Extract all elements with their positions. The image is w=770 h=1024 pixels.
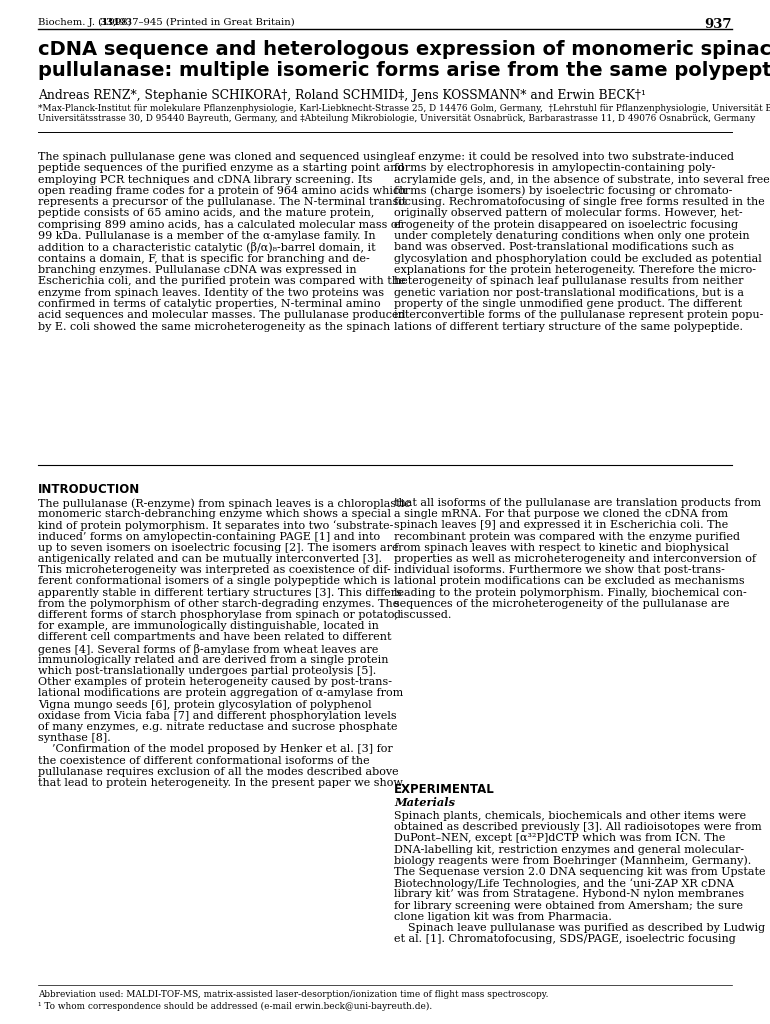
Text: under completely denaturing conditions when only one protein: under completely denaturing conditions w… [394,231,750,241]
Text: leaf enzyme: it could be resolved into two substrate-induced: leaf enzyme: it could be resolved into t… [394,152,734,162]
Text: Materials: Materials [394,797,455,808]
Text: band was observed. Post-translational modifications such as: band was observed. Post-translational mo… [394,243,734,252]
Text: pullulanase: multiple isomeric forms arise from the same polypeptide: pullulanase: multiple isomeric forms ari… [38,61,770,80]
Text: Vigna mungo seeds [6], protein glycosylation of polyphenol: Vigna mungo seeds [6], protein glycosyla… [38,699,372,710]
Text: leading to the protein polymorphism. Finally, biochemical con-: leading to the protein polymorphism. Fin… [394,588,747,598]
Text: The pullulanase (R-enzyme) from spinach leaves is a chloroplastic: The pullulanase (R-enzyme) from spinach … [38,498,410,509]
Text: up to seven isomers on isoelectric focusing [2]. The isomers are: up to seven isomers on isoelectric focus… [38,543,399,553]
Text: genetic variation nor post-translational modifications, but is a: genetic variation nor post-translational… [394,288,744,298]
Text: 331: 331 [99,18,120,27]
Text: kind of protein polymorphism. It separates into two ‘substrate-: kind of protein polymorphism. It separat… [38,520,393,531]
Text: focusing. Rechromatofocusing of single free forms resulted in the: focusing. Rechromatofocusing of single f… [394,198,765,207]
Text: acrylamide gels, and, in the absence of substrate, into several free: acrylamide gels, and, in the absence of … [394,175,770,184]
Text: properties as well as microheterogeneity and interconversion of: properties as well as microheterogeneity… [394,554,756,564]
Text: from the polymorphism of other starch-degrading enzymes. The: from the polymorphism of other starch-de… [38,599,400,609]
Text: 937: 937 [705,18,732,31]
Text: ¹ To whom correspondence should be addressed (e-mail erwin.beck@uni-bayreuth.de): ¹ To whom correspondence should be addre… [38,1002,432,1011]
Text: a single mRNA. For that purpose we cloned the cDNA from: a single mRNA. For that purpose we clone… [394,509,728,519]
Text: Biotechnology/Life Technologies, and the ‘uni-ZAP XR cDNA: Biotechnology/Life Technologies, and the… [394,879,734,889]
Text: induced’ forms on amylopectin-containing PAGE [1] and into: induced’ forms on amylopectin-containing… [38,531,380,542]
Text: which post-translationally undergoes partial proteolysis [5].: which post-translationally undergoes par… [38,666,377,676]
Text: peptide consists of 65 amino acids, and the mature protein,: peptide consists of 65 amino acids, and … [38,209,374,218]
Text: forms by electrophoresis in amylopectin-containing poly-: forms by electrophoresis in amylopectin-… [394,163,715,173]
Text: recombinant protein was compared with the enzyme purified: recombinant protein was compared with th… [394,531,740,542]
Text: genes [4]. Several forms of β-amylase from wheat leaves are: genes [4]. Several forms of β-amylase fr… [38,644,378,654]
Text: addition to a characteristic catalytic (β/α)₈-barrel domain, it: addition to a characteristic catalytic (… [38,243,376,253]
Text: the coexistence of different conformational isoforms of the: the coexistence of different conformatio… [38,756,370,766]
Text: apparently stable in different tertiary structures [3]. This differs: apparently stable in different tertiary … [38,588,402,598]
Text: spinach leaves [9] and expressed it in Escherichia coli. The: spinach leaves [9] and expressed it in E… [394,520,728,530]
Text: library kit’ was from Stratagene. Hybond-N nylon membranes: library kit’ was from Stratagene. Hybond… [394,890,744,899]
Text: pullulanase requires exclusion of all the modes described above: pullulanase requires exclusion of all th… [38,767,399,777]
Text: biology reagents were from Boehringer (Mannheim, Germany).: biology reagents were from Boehringer (M… [394,856,752,866]
Text: synthase [8].: synthase [8]. [38,733,111,743]
Text: of many enzymes, e.g. nitrate reductase and sucrose phosphate: of many enzymes, e.g. nitrate reductase … [38,722,397,732]
Text: from spinach leaves with respect to kinetic and biophysical: from spinach leaves with respect to kine… [394,543,729,553]
Text: confirmed in terms of catalytic properties, N-terminal amino: confirmed in terms of catalytic properti… [38,299,380,309]
Text: lational modifications are protein aggregation of α-amylase from: lational modifications are protein aggre… [38,688,403,698]
Text: individual isoforms. Furthermore we show that post-trans-: individual isoforms. Furthermore we show… [394,565,725,575]
Text: DNA-labelling kit, restriction enzymes and general molecular-: DNA-labelling kit, restriction enzymes a… [394,845,744,855]
Text: Andreas RENZ*, Stephanie SCHIKORA†, Roland SCHMID‡, Jens KOSSMANN* and Erwin BEC: Andreas RENZ*, Stephanie SCHIKORA†, Rola… [38,89,646,102]
Text: different forms of starch phosphorylase from spinach or potato,: different forms of starch phosphorylase … [38,610,398,620]
Text: represents a precursor of the pullulanase. The N-terminal transit: represents a precursor of the pullulanas… [38,198,407,207]
Text: for library screening were obtained from Amersham; the sure: for library screening were obtained from… [394,900,743,910]
Text: erogeneity of the protein disappeared on isoelectric focusing: erogeneity of the protein disappeared on… [394,220,738,229]
Text: The spinach pullulanase gene was cloned and sequenced using: The spinach pullulanase gene was cloned … [38,152,394,162]
Text: monomeric starch-debranching enzyme which shows a special: monomeric starch-debranching enzyme whic… [38,509,391,519]
Text: obtained as described previously [3]. All radioisotopes were from: obtained as described previously [3]. Al… [394,822,762,833]
Text: heterogeneity of spinach leaf pullulanase results from neither: heterogeneity of spinach leaf pullulanas… [394,276,744,287]
Text: employing PCR techniques and cDNA library screening. Its: employing PCR techniques and cDNA librar… [38,175,373,184]
Text: 99 kDa. Pullulanase is a member of the α-amylase family. In: 99 kDa. Pullulanase is a member of the α… [38,231,376,241]
Text: Abbreviation used: MALDI-TOF-MS, matrix-assisted laser-desorption/ionization tim: Abbreviation used: MALDI-TOF-MS, matrix-… [38,990,548,999]
Text: Spinach plants, chemicals, biochemicals and other items were: Spinach plants, chemicals, biochemicals … [394,811,746,821]
Text: glycosylation and phosphorylation could be excluded as potential: glycosylation and phosphorylation could … [394,254,762,264]
Text: property of the single unmodified gene product. The different: property of the single unmodified gene p… [394,299,742,309]
Text: The Sequenase version 2.0 DNA sequencing kit was from Upstate: The Sequenase version 2.0 DNA sequencing… [394,867,765,877]
Text: peptide sequences of the purified enzyme as a starting point and: peptide sequences of the purified enzyme… [38,163,404,173]
Text: et al. [1]. Chromatofocusing, SDS/PAGE, isoelectric focusing: et al. [1]. Chromatofocusing, SDS/PAGE, … [394,934,736,944]
Text: comprising 899 amino acids, has a calculated molecular mass of: comprising 899 amino acids, has a calcul… [38,220,402,229]
Text: INTRODUCTION: INTRODUCTION [38,483,140,496]
Text: explanations for the protein heterogeneity. Therefore the micro-: explanations for the protein heterogenei… [394,265,756,275]
Text: antigenically related and can be mutually interconverted [3].: antigenically related and can be mutuall… [38,554,382,564]
Text: originally observed pattern of molecular forms. However, het-: originally observed pattern of molecular… [394,209,742,218]
Text: ’Confirmation of the model proposed by Henker et al. [3] for: ’Confirmation of the model proposed by H… [38,744,393,755]
Text: by E. coli showed the same microheterogeneity as the spinach: by E. coli showed the same microheteroge… [38,322,390,332]
Text: Other examples of protein heterogeneity caused by post-trans-: Other examples of protein heterogeneity … [38,677,392,687]
Text: contains a domain, F, that is specific for branching and de-: contains a domain, F, that is specific f… [38,254,370,264]
Text: This microheterogeneity was interpreted as coexistence of dif-: This microheterogeneity was interpreted … [38,565,390,575]
Text: branching enzymes. Pullulanase cDNA was expressed in: branching enzymes. Pullulanase cDNA was … [38,265,357,275]
Text: that all isoforms of the pullulanase are translation products from: that all isoforms of the pullulanase are… [394,498,761,508]
Text: open reading frame codes for a protein of 964 amino acids which: open reading frame codes for a protein o… [38,186,407,196]
Text: sequences of the microheterogeneity of the pullulanase are: sequences of the microheterogeneity of t… [394,599,729,609]
Text: cDNA sequence and heterologous expression of monomeric spinach: cDNA sequence and heterologous expressio… [38,40,770,59]
Text: different cell compartments and have been related to different: different cell compartments and have bee… [38,633,391,642]
Text: for example, are immunologically distinguishable, located in: for example, are immunologically disting… [38,622,379,631]
Text: Universitätsstrasse 30, D 95440 Bayreuth, Germany, and ‡Abteilung Mikrobiologie,: Universitätsstrasse 30, D 95440 Bayreuth… [38,114,755,123]
Text: Biochem. J. (1998): Biochem. J. (1998) [38,18,135,27]
Text: enzyme from spinach leaves. Identity of the two proteins was: enzyme from spinach leaves. Identity of … [38,288,384,298]
Text: immunologically related and are derived from a single protein: immunologically related and are derived … [38,654,389,665]
Text: lational protein modifications can be excluded as mechanisms: lational protein modifications can be ex… [394,577,745,587]
Text: forms (charge isomers) by isoelectric focusing or chromato-: forms (charge isomers) by isoelectric fo… [394,186,732,197]
Text: Spinach leave pullulanase was purified as described by Ludwig: Spinach leave pullulanase was purified a… [394,923,765,933]
Text: *Max-Planck-Institut für molekulare Pflanzenphysiologie, Karl-Liebknecht-Strasse: *Max-Planck-Institut für molekulare Pfla… [38,104,770,113]
Text: , 937–945 (Printed in Great Britain): , 937–945 (Printed in Great Britain) [113,18,295,27]
Text: EXPERIMENTAL: EXPERIMENTAL [394,783,495,796]
Text: oxidase from Vicia faba [7] and different phosphorylation levels: oxidase from Vicia faba [7] and differen… [38,711,397,721]
Text: ferent conformational isomers of a single polypeptide which is: ferent conformational isomers of a singl… [38,577,390,587]
Text: discussed.: discussed. [394,610,453,620]
Text: acid sequences and molecular masses. The pullulanase produced: acid sequences and molecular masses. The… [38,310,406,321]
Text: DuPont–NEN, except [α³²P]dCTP which was from ICN. The: DuPont–NEN, except [α³²P]dCTP which was … [394,834,725,844]
Text: that lead to protein heterogeneity. In the present paper we show: that lead to protein heterogeneity. In t… [38,778,403,788]
Text: Escherichia coli, and the purified protein was compared with the: Escherichia coli, and the purified prote… [38,276,406,287]
Text: lations of different tertiary structure of the same polypeptide.: lations of different tertiary structure … [394,322,743,332]
Text: clone ligation kit was from Pharmacia.: clone ligation kit was from Pharmacia. [394,911,612,922]
Text: interconvertible forms of the pullulanase represent protein popu-: interconvertible forms of the pullulanas… [394,310,763,321]
